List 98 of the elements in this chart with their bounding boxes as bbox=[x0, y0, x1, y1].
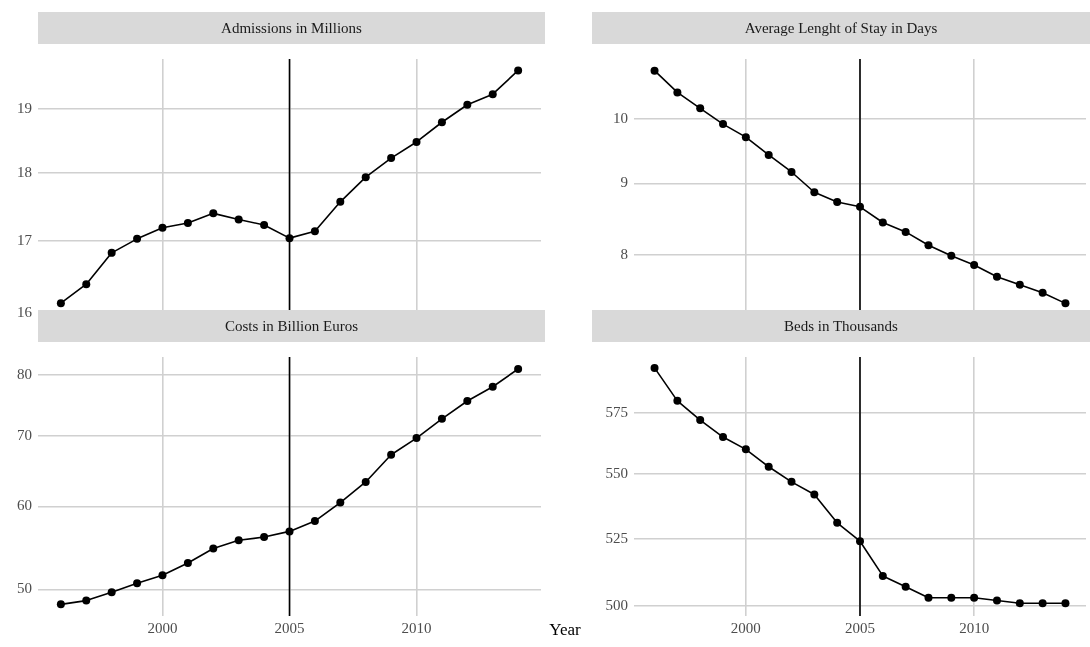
point bbox=[387, 154, 396, 163]
point bbox=[234, 536, 243, 545]
point bbox=[901, 227, 910, 236]
point bbox=[970, 593, 979, 602]
y-tick-label: 550 bbox=[605, 465, 628, 482]
point bbox=[833, 518, 842, 527]
y-tick-label: 16 bbox=[17, 303, 33, 320]
point bbox=[764, 150, 773, 159]
point bbox=[650, 66, 659, 75]
point bbox=[696, 416, 705, 425]
point bbox=[514, 364, 523, 373]
point bbox=[992, 272, 1001, 281]
point bbox=[437, 414, 446, 423]
point bbox=[463, 397, 472, 406]
point bbox=[696, 104, 705, 113]
point bbox=[133, 579, 142, 588]
chart-title: Beds in Thousands bbox=[592, 310, 1090, 342]
point bbox=[488, 90, 497, 99]
point bbox=[336, 197, 345, 206]
point bbox=[514, 66, 523, 75]
point bbox=[787, 477, 796, 486]
y-tick-label: 60 bbox=[17, 497, 32, 514]
point bbox=[82, 596, 91, 605]
x-tick-label: 2010 bbox=[959, 619, 990, 636]
x-tick-label: 2000 bbox=[730, 619, 761, 636]
y-tick-label: 50 bbox=[17, 580, 32, 597]
point bbox=[107, 588, 116, 597]
point bbox=[924, 241, 933, 250]
point bbox=[992, 596, 1001, 605]
point bbox=[741, 133, 750, 142]
point bbox=[158, 223, 167, 232]
point bbox=[970, 261, 979, 270]
point bbox=[810, 188, 819, 197]
point bbox=[878, 218, 887, 227]
point bbox=[673, 88, 682, 97]
x-tick-label: 2005 bbox=[845, 619, 875, 636]
y-tick-label: 575 bbox=[605, 403, 628, 420]
y-tick-label: 9 bbox=[620, 174, 628, 191]
point bbox=[1038, 288, 1047, 297]
point bbox=[1015, 280, 1024, 289]
point bbox=[234, 215, 243, 224]
point bbox=[437, 118, 446, 127]
point bbox=[901, 582, 910, 591]
point bbox=[673, 396, 682, 405]
point bbox=[810, 490, 819, 499]
y-tick-label: 80 bbox=[17, 366, 32, 383]
y-tick-label: 525 bbox=[605, 529, 628, 546]
point bbox=[650, 363, 659, 372]
point bbox=[209, 544, 218, 553]
point bbox=[412, 434, 421, 443]
point bbox=[412, 137, 421, 146]
point bbox=[260, 533, 269, 542]
point bbox=[947, 251, 956, 260]
point bbox=[82, 280, 91, 289]
y-tick-label: 500 bbox=[605, 596, 628, 613]
point bbox=[209, 209, 218, 218]
point bbox=[310, 227, 319, 236]
point bbox=[183, 558, 192, 567]
point bbox=[1038, 599, 1047, 608]
point bbox=[833, 197, 842, 206]
y-tick-label: 19 bbox=[17, 100, 32, 117]
x-axis-title: Year bbox=[549, 620, 581, 639]
point bbox=[56, 299, 65, 308]
point bbox=[158, 571, 167, 580]
x-tick-label: 2010 bbox=[401, 619, 432, 636]
y-tick-label: 10 bbox=[613, 110, 628, 127]
point bbox=[1061, 299, 1070, 308]
point bbox=[787, 167, 796, 176]
point bbox=[361, 173, 370, 182]
y-tick-label: 18 bbox=[17, 164, 32, 181]
chart-title: Average Lenght of Stay in Days bbox=[592, 12, 1090, 44]
chart-title: Costs in Billion Euros bbox=[38, 310, 545, 342]
point bbox=[336, 498, 345, 507]
point bbox=[260, 220, 269, 229]
point bbox=[488, 382, 497, 391]
point bbox=[107, 248, 116, 257]
point bbox=[56, 600, 65, 609]
y-tick-label: 70 bbox=[17, 427, 32, 444]
point bbox=[1061, 599, 1070, 608]
point bbox=[1015, 599, 1024, 608]
x-tick-label: 2000 bbox=[147, 619, 178, 636]
point bbox=[764, 462, 773, 471]
point bbox=[719, 433, 728, 442]
point bbox=[361, 477, 370, 486]
point bbox=[741, 445, 750, 454]
x-tick-label: 2005 bbox=[274, 619, 305, 636]
point bbox=[133, 234, 142, 243]
point bbox=[719, 120, 728, 129]
y-tick-label: 17 bbox=[17, 231, 33, 248]
point bbox=[310, 517, 319, 526]
point bbox=[463, 100, 472, 109]
point bbox=[947, 593, 956, 602]
y-tick-label: 8 bbox=[620, 246, 628, 263]
point bbox=[878, 571, 887, 580]
point bbox=[183, 218, 192, 227]
chart-title: Admissions in Millions bbox=[38, 12, 545, 44]
point bbox=[387, 450, 396, 459]
point bbox=[924, 593, 933, 602]
